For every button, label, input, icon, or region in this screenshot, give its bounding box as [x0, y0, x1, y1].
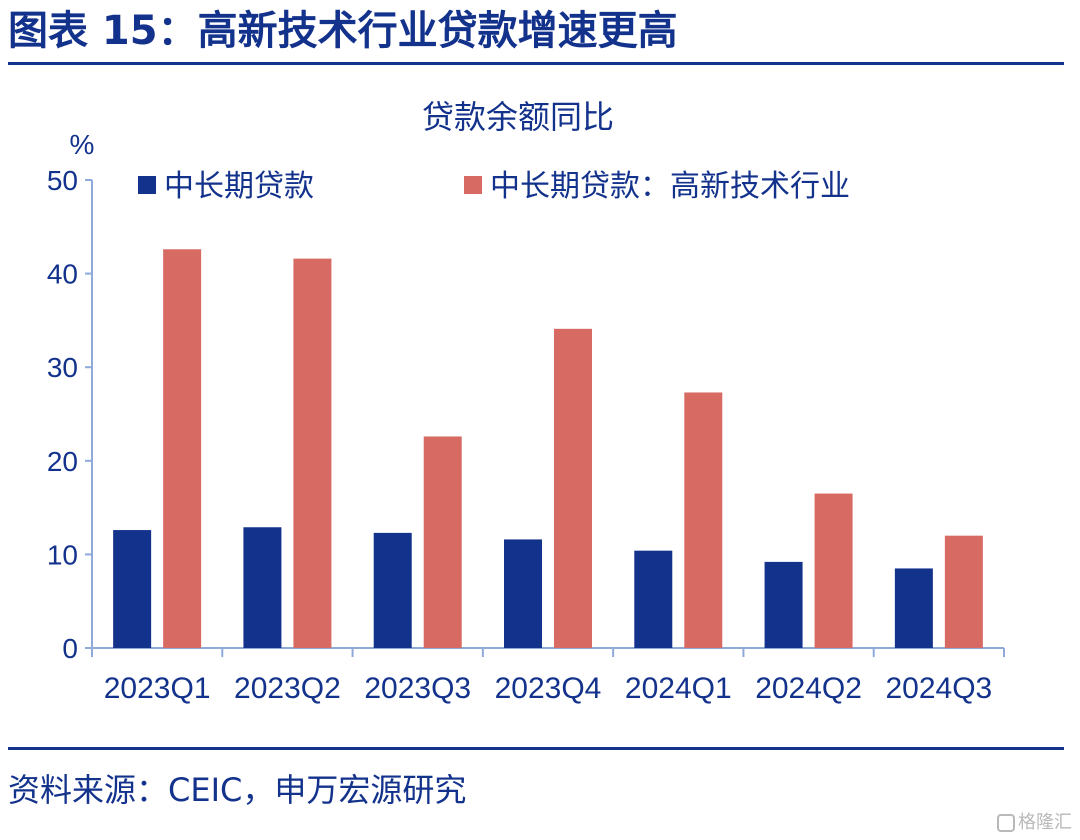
bar-series-2 [814, 493, 853, 648]
bar-series-2 [554, 328, 592, 648]
bar-series-1 [764, 561, 803, 648]
x-tick-label: 2023Q3 [364, 672, 471, 705]
legend-label-series-2: 中长期贷款：高新技术行业 [490, 170, 850, 203]
x-tick-label: 2024Q3 [885, 672, 992, 705]
bar-series-2 [293, 258, 332, 648]
y-tick-label: 30 [47, 352, 78, 383]
y-tick-label: 0 [62, 633, 78, 664]
legend-label-series-1: 中长期贷款 [164, 170, 314, 203]
watermark: 格隆汇 [997, 812, 1072, 834]
x-tick-label: 2024Q2 [755, 672, 862, 705]
bar-series-1 [504, 539, 542, 648]
bar-series-2 [423, 436, 462, 648]
chart-bars [113, 249, 983, 648]
y-tick-label: 10 [47, 539, 78, 570]
header-divider [8, 62, 1064, 65]
legend-swatch-series-1 [138, 176, 156, 194]
x-tick-labels: 2023Q1 2023Q2 2023Q3 2023Q4 2024Q1 2024Q2 2024… [104, 672, 992, 705]
watermark-logo-icon [997, 814, 1015, 832]
x-tick-label: 2023Q1 [104, 672, 211, 705]
legend-swatch-series-2 [464, 176, 482, 194]
bar-series-1 [634, 550, 673, 648]
y-tick-label: 50 [47, 165, 78, 196]
bar-series-2 [163, 249, 202, 648]
chart-axes [85, 179, 1005, 657]
bar-series-1 [373, 532, 412, 648]
page-title: 图表 15：高新技术行业贷款增速更高 [8, 8, 678, 54]
y-tick-label: 20 [47, 446, 78, 477]
footer-divider [8, 747, 1064, 750]
legend: 中长期贷款 中长期贷款：高新技术行业 [138, 170, 850, 203]
x-tick-label: 2024Q1 [625, 672, 732, 705]
chart-title: 贷款余额同比 [422, 99, 614, 135]
bar-series-2 [684, 392, 723, 648]
bar-series-1 [894, 568, 933, 648]
bar-series-1 [113, 530, 152, 648]
watermark-text: 格隆汇 [1018, 812, 1072, 833]
y-tick-labels: 0 10 20 30 40 50 [47, 165, 78, 664]
x-tick-label: 2023Q4 [495, 672, 602, 705]
source-note: 资料来源：CEIC，申万宏源研究 [8, 771, 467, 809]
x-tick-label: 2023Q2 [234, 672, 341, 705]
y-axis-unit: % [70, 129, 95, 160]
bar-series-2 [944, 535, 983, 648]
bar-chart: 贷款余额同比 % 中长期贷款 中长期贷款：高新技术行业 2023Q1 2023Q2… [47, 99, 1005, 705]
bar-series-1 [243, 527, 282, 648]
y-tick-label: 40 [47, 259, 78, 290]
